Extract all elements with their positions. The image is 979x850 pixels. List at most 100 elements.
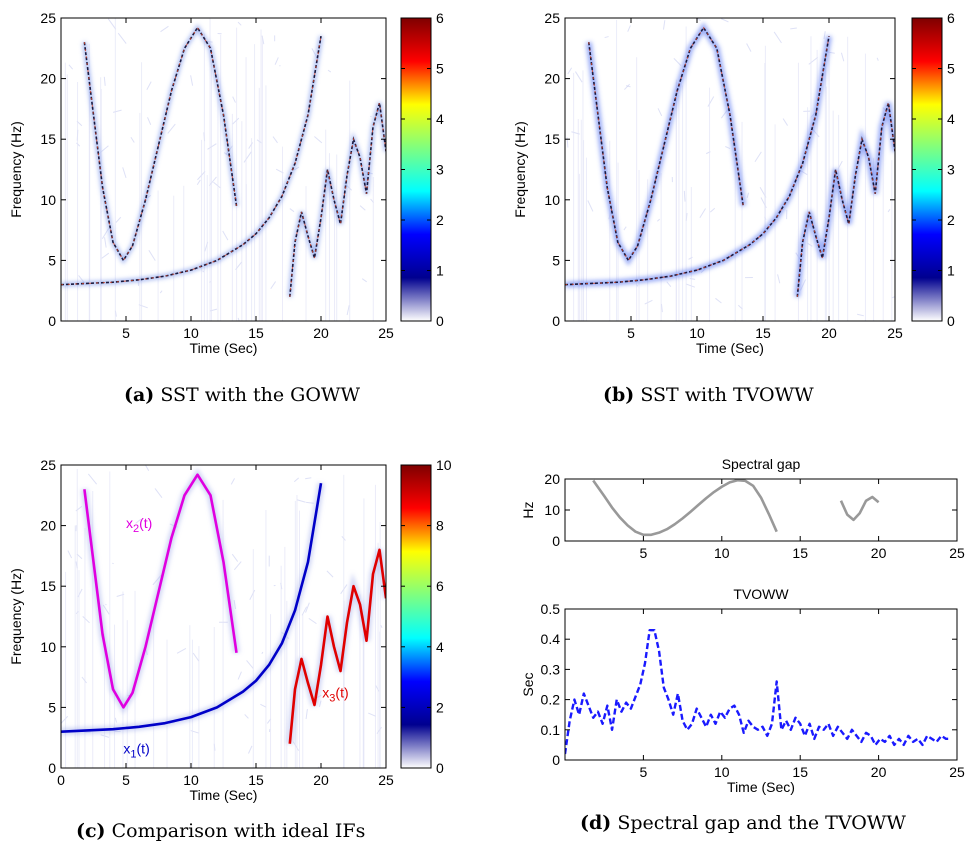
y-tick-label: 20 [544,71,560,87]
colorbar-tick-label: 3 [947,162,955,178]
noise-speck [76,142,81,147]
colorbar-tick-label: 4 [436,111,444,127]
noise-speck [293,166,300,171]
if-label-base: x [322,685,329,701]
noise-speck [327,69,332,73]
y-tick-label: 0.4 [541,631,561,647]
noise-speck [115,216,122,223]
chart-d2: TVOWW 5 10 15 20 25 0 0.1 0.2 0.3 0.4 0.5 Time (Sec)… [520,586,965,795]
x-tick-label: 25 [378,772,394,788]
y-tick-label: 15 [40,578,56,594]
noise-speck [773,31,782,44]
noise-speck [160,25,169,33]
noise-speck [368,712,377,717]
noise-speck [587,200,594,212]
chart-d1: Spectral gap 5 10 15 20 25 0 10 20 Hz [520,456,965,561]
noise-speck [689,278,696,280]
x-axis-label: Time (Sec) [190,787,258,803]
ideal-if-1 [61,482,323,733]
y-tick-label: 0 [48,760,56,776]
colorbar-tick-label: 4 [436,639,444,655]
noise-speck [144,465,150,471]
plot-area [565,628,951,755]
noise-speck [196,179,201,186]
x-tick-label: 10 [714,764,730,780]
noise-speck [808,56,818,65]
noise-speck [103,76,106,86]
noise-speck [248,745,253,754]
noise-speck [101,228,110,239]
colorbar-tick-label: 0 [436,313,444,329]
noise-speck [696,18,701,21]
noise-speck [305,709,308,720]
noise-speck [135,518,142,524]
noise-speck [738,18,740,19]
x-tick-label: 15 [792,545,808,561]
noise-speck [575,71,583,83]
colorbar-tick-label: 6 [947,10,955,26]
if-label-1: x1(t) [123,740,149,760]
colorbar-tick-label: 6 [436,578,444,594]
x-tick-label: 20 [821,325,837,341]
noise-speck [361,278,367,283]
chart-a: 0 1 2 3 4 5 6 5 10 15 20 25 0 5 10 15 20 25 Time (Sec) Freq… [8,10,444,356]
noise-speck [76,553,83,560]
noise-speck [192,652,200,662]
noise-speck [308,617,317,625]
plot-frame [60,464,387,769]
noise-speck [346,305,350,316]
x-tick-label: 10 [183,325,199,341]
plot-background [565,18,895,321]
y-tick-label: 10 [544,192,560,208]
y-tick-label: 25 [544,10,560,26]
plot-background [565,609,957,760]
caption-a: (a) SST with the GOWW [124,384,360,406]
noise-speck [624,83,630,90]
x-axis-label: Time (Sec) [727,779,795,795]
noise-speck [101,252,110,259]
colorbar-tick-label: 2 [436,212,444,228]
x-tick-label: 15 [792,764,808,780]
noise-speck [237,671,242,680]
y-tick-label: 0.3 [541,661,561,677]
if-label-2: x2(t) [126,515,152,535]
y-tick-label: 25 [40,457,56,473]
noise-speck [232,117,240,125]
y-tick-label: 0.5 [541,601,561,617]
noise-speck [176,647,187,654]
caption-d: (d) Spectral gap and the TVOWW [580,812,906,834]
noise-speck [68,64,74,70]
noise-speck [230,478,235,485]
noise-speck [246,660,254,669]
caption-c: (c) Comparison with ideal IFs [76,820,366,842]
noise-speck [318,700,322,707]
noise-speck [683,190,686,202]
y-tick-label: 10 [40,639,56,655]
colorbar-tick-label: 0 [947,313,955,329]
noise-speck [790,27,797,30]
noise-speck [666,281,672,287]
noise-speck [380,624,383,628]
x-tick-label: 15 [248,325,264,341]
noise-speck [657,108,663,117]
plot-frame [60,17,387,322]
chart-b: 0 1 2 3 4 5 6 5 10 15 20 25 0 5 10 15 20 25 Time (Sec) Freq… [512,10,955,356]
y-tick-label: 5 [552,252,560,268]
noise-speck [720,18,729,23]
ridge-accent [588,26,744,262]
noise-speck [857,313,864,317]
if-label-3: x3(t) [322,685,348,705]
noise-speck [202,270,205,273]
x-tick-label: 15 [755,325,771,341]
y-axis-label: Frequency (Hz) [8,121,24,217]
noise-speck [840,52,845,62]
y-tick-label: 20 [40,71,56,87]
caption-b: (b) SST with TVOWW [603,384,814,406]
x-tick-label: 5 [640,545,648,561]
noise-speck [891,296,895,299]
noise-speck [746,192,750,198]
noise-speck [725,146,731,150]
y-axis-label: Hz [520,501,536,518]
colorbar-tick-label: 1 [947,263,955,279]
